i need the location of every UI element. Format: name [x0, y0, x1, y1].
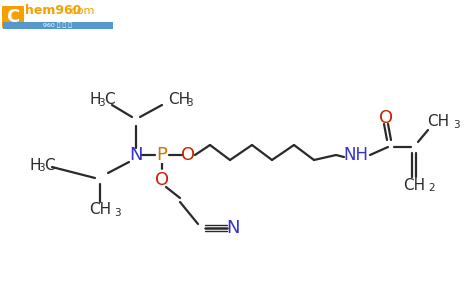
- Text: CH: CH: [427, 115, 449, 130]
- Text: O: O: [181, 146, 195, 164]
- Text: C: C: [104, 93, 115, 108]
- Text: 3: 3: [114, 208, 120, 218]
- FancyBboxPatch shape: [2, 6, 24, 28]
- Text: 2: 2: [428, 183, 435, 193]
- Text: hem960: hem960: [25, 4, 82, 18]
- Text: P: P: [156, 146, 167, 164]
- Text: 3: 3: [186, 98, 192, 108]
- Text: O: O: [379, 109, 393, 127]
- Text: N: N: [129, 146, 143, 164]
- Text: H: H: [30, 158, 42, 173]
- Text: CH: CH: [168, 93, 190, 108]
- Bar: [3, 22, 113, 29]
- Text: CH: CH: [403, 178, 425, 193]
- Text: NH: NH: [344, 146, 368, 164]
- Text: 3: 3: [98, 98, 105, 108]
- Text: N: N: [226, 219, 240, 237]
- Text: .com: .com: [68, 6, 95, 16]
- Text: 960 化 工 网: 960 化 工 网: [44, 23, 73, 28]
- Text: 3: 3: [453, 120, 460, 130]
- Text: C: C: [6, 8, 19, 26]
- Text: O: O: [155, 171, 169, 189]
- Text: 3: 3: [38, 163, 45, 173]
- Text: C: C: [44, 158, 55, 173]
- Text: H: H: [90, 93, 101, 108]
- Text: CH: CH: [89, 202, 111, 217]
